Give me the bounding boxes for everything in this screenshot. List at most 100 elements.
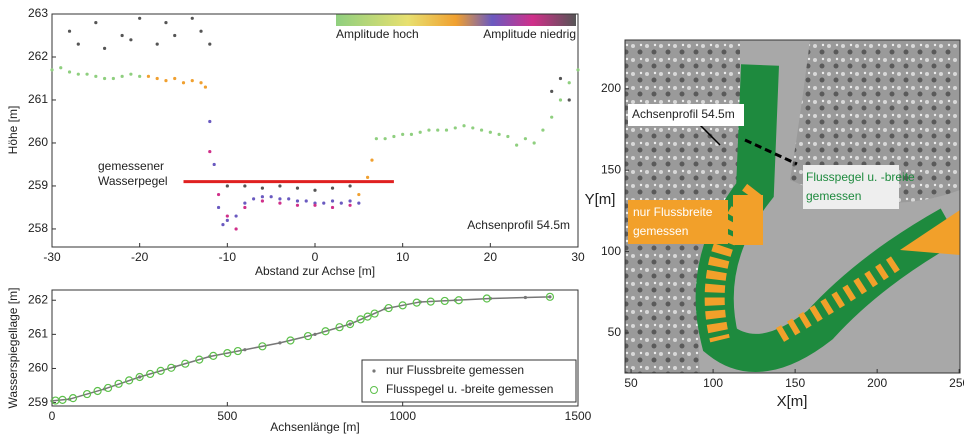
y-tick-label: 200 xyxy=(601,81,621,95)
point xyxy=(506,135,509,138)
point xyxy=(156,77,159,80)
x-tick-label: 250 xyxy=(949,376,964,390)
point xyxy=(348,199,351,202)
figure: Achsenprofil 54.5m Flusspegel u. -breite… xyxy=(0,0,964,434)
point xyxy=(208,120,211,123)
point xyxy=(59,66,62,69)
point xyxy=(436,128,439,131)
point xyxy=(235,214,238,217)
x-tick-label: 200 xyxy=(867,376,887,390)
point xyxy=(278,184,281,187)
point xyxy=(550,90,553,93)
point xyxy=(296,199,299,202)
x-tick-label: 50 xyxy=(624,376,638,390)
legend-label: Flusspegel u. -breite gemessen xyxy=(386,382,553,396)
y-tick-label: 261 xyxy=(28,327,48,341)
point xyxy=(138,75,141,78)
y-tick-label: 50 xyxy=(608,325,622,339)
colorbar-label: Amplitude hoch xyxy=(336,27,419,41)
point xyxy=(129,73,132,76)
point xyxy=(348,204,351,207)
point xyxy=(85,73,88,76)
y-tick-label: 262 xyxy=(28,49,48,63)
annotation: Achsenprofil 54.5m xyxy=(632,107,735,121)
point xyxy=(191,79,194,82)
point xyxy=(68,30,71,33)
point xyxy=(243,348,246,351)
point xyxy=(287,197,290,200)
x-tick-label: 150 xyxy=(785,376,805,390)
colorbar-label: Amplitude niedrig xyxy=(483,27,576,41)
point xyxy=(138,375,141,378)
point xyxy=(427,128,430,131)
point xyxy=(419,131,422,134)
point xyxy=(94,21,97,24)
point xyxy=(226,214,229,217)
point xyxy=(401,133,404,136)
point xyxy=(370,159,373,162)
x-tick-label: 0 xyxy=(312,250,319,264)
point xyxy=(348,323,351,326)
point xyxy=(392,135,395,138)
legend-label: nur Flussbreite gemessen xyxy=(386,363,524,377)
point xyxy=(191,17,194,20)
point xyxy=(498,133,501,136)
point xyxy=(261,199,264,202)
point xyxy=(331,199,334,202)
point xyxy=(331,206,334,209)
point xyxy=(340,202,343,205)
point xyxy=(313,333,316,336)
plot-frame xyxy=(52,14,578,247)
point xyxy=(252,197,255,200)
x-tick-label: 1000 xyxy=(389,409,416,423)
y-axis-label: Y[m] xyxy=(585,191,616,208)
point xyxy=(541,128,544,131)
x-axis-label: X[m] xyxy=(777,393,808,410)
point xyxy=(278,341,281,344)
annotation: gemessen xyxy=(806,189,861,203)
point xyxy=(243,184,246,187)
y-tick-label: 262 xyxy=(28,292,48,306)
x-tick-label: -10 xyxy=(219,250,237,264)
point xyxy=(182,81,185,84)
x-tick-label: 20 xyxy=(484,250,498,264)
point xyxy=(199,30,202,33)
point xyxy=(261,187,264,190)
y-tick-label: 260 xyxy=(28,361,48,375)
annotation: Achsenprofil 54.5m xyxy=(467,218,570,232)
point xyxy=(278,202,281,205)
point xyxy=(235,227,238,230)
point xyxy=(445,128,448,131)
point xyxy=(217,193,220,196)
x-tick-label: -20 xyxy=(131,250,149,264)
point xyxy=(375,137,378,140)
x-tick-label: 100 xyxy=(703,376,723,390)
point xyxy=(221,223,224,226)
point xyxy=(357,193,360,196)
point xyxy=(524,137,527,140)
point xyxy=(208,42,211,45)
x-axis-label: Abstand zur Achse [m] xyxy=(255,264,375,278)
point xyxy=(103,77,106,80)
annotation: Flusspegel u. -breite xyxy=(806,170,915,184)
annotation: gemessener xyxy=(98,159,164,173)
x-tick-label: 500 xyxy=(217,409,237,423)
point xyxy=(550,116,553,119)
point xyxy=(305,199,308,202)
point xyxy=(204,85,207,88)
point xyxy=(243,206,246,209)
point xyxy=(147,75,150,78)
colorbar xyxy=(336,14,576,26)
point xyxy=(366,176,369,179)
x-tick-label: 1500 xyxy=(565,409,592,423)
y-axis-label: Höhe [m] xyxy=(6,106,20,155)
point xyxy=(313,204,316,207)
x-tick-label: -30 xyxy=(43,250,61,264)
point xyxy=(243,202,246,205)
point xyxy=(112,77,115,80)
annotation: nur Flussbreite xyxy=(633,205,713,219)
y-axis-label: Wasserspiegellage [m] xyxy=(6,288,20,409)
point xyxy=(559,98,562,101)
point xyxy=(410,133,413,136)
point xyxy=(471,126,474,129)
